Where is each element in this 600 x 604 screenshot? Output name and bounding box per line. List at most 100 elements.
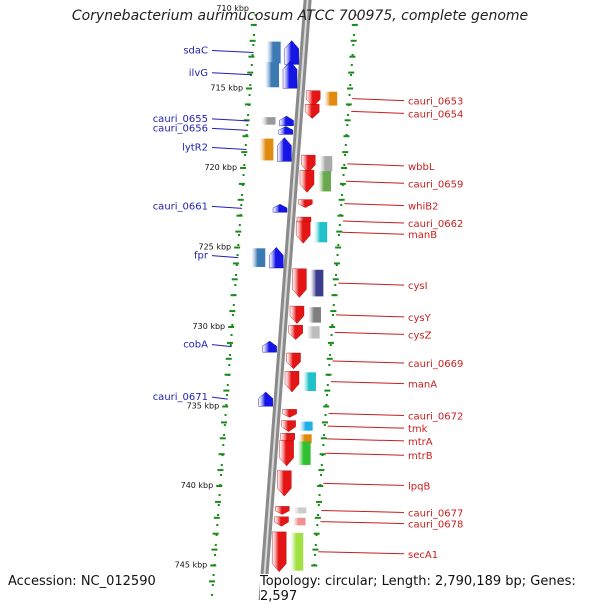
tick-mark-left [250, 40, 256, 42]
leader-line-tmk [328, 426, 404, 428]
gene-label-wbbL: wbbL [408, 162, 435, 173]
cog-box-secA1 [290, 533, 303, 571]
tick-dot-right [337, 244, 339, 246]
tick-mark-left [211, 549, 217, 551]
tick-dot-left [225, 414, 227, 416]
gene-arrow-cauri_0659 [300, 170, 314, 192]
cog-box-cauri_0655 [262, 117, 276, 125]
tick-mark-left [234, 247, 240, 249]
tick-dot-left [235, 274, 237, 276]
tick-mark-left [231, 294, 237, 296]
tick-dot-right [343, 164, 345, 166]
tick-mark-right [323, 406, 329, 408]
leader-line-lpqB [323, 483, 404, 485]
tick-mark-right [314, 533, 320, 535]
tick-mark-left [245, 103, 251, 105]
cog-box-mtrB [298, 441, 311, 464]
tick-dot-right [315, 544, 317, 546]
leader-line-cobA [212, 345, 232, 347]
gene-arrow-cauri_0672 [283, 409, 297, 417]
leader-line-wbbL [347, 164, 404, 166]
gene-label-cauri_0662: cauri_0662 [408, 219, 463, 230]
scale-label: 740 kbp [181, 481, 214, 490]
leader-line-lytR2 [212, 148, 246, 150]
tick-dot-left [245, 144, 247, 146]
tick-dot-right [331, 324, 333, 326]
tick-dot-left [229, 354, 231, 356]
gene-label-cysZ: cysZ [408, 330, 432, 341]
gene-label-manA: manA [408, 380, 437, 391]
gene-label-cauri_0678: cauri_0678 [408, 520, 463, 531]
tick-mark-right [336, 231, 342, 233]
tick-mark-right [320, 453, 326, 455]
tick-dot-left [238, 234, 240, 236]
tick-dot-left [251, 64, 253, 66]
cog-box-ilvG [265, 62, 279, 87]
tick-mark-left [248, 56, 254, 58]
tick-mark-left [242, 135, 248, 137]
tick-dot-left [232, 314, 234, 316]
leader-line-manB [342, 232, 404, 234]
gene-label-cysY: cysY [408, 313, 432, 324]
tick-mark-right [328, 342, 334, 344]
cog-box-cauri_0659 [318, 171, 331, 191]
tick-dot-left [223, 434, 225, 436]
tick-mark-right [330, 310, 336, 312]
gene-arrow-cauri_0677 [275, 506, 289, 514]
leader-line-whiB2 [344, 204, 404, 206]
tick-mark-right [351, 40, 357, 42]
gene-arrow-manB [296, 221, 310, 243]
tick-dot-right [320, 474, 322, 476]
tick-dot-right [345, 144, 347, 146]
tick-mark-left [228, 326, 234, 328]
tick-mark-right [334, 262, 340, 264]
gene-label-cauri_0654: cauri_0654 [408, 109, 463, 120]
tick-mark-right [340, 183, 346, 185]
gene-arrow-cauri_0671 [259, 392, 273, 406]
gene-label-mtrA: mtrA [408, 437, 433, 448]
cog-box-lytR2 [259, 139, 273, 161]
tick-dot-right [321, 464, 323, 466]
gene-label-cauri_0669: cauri_0669 [408, 359, 463, 370]
gene-track [251, 41, 337, 572]
gene-label-cysI: cysI [408, 281, 428, 292]
gene-arrow-tmk [282, 421, 296, 432]
tick-mark-right [341, 167, 347, 169]
gene-arrow-cysY [290, 306, 304, 324]
tick-mark-left [232, 278, 238, 280]
scale-labels: 710 kbp715 kbp720 kbp725 kbp730 kbp735 k… [175, 4, 249, 570]
gene-arrow-cauri_0678 [275, 517, 289, 527]
tick-mark-right [315, 517, 321, 519]
tick-dot-right [335, 274, 337, 276]
tick-mark-left [233, 262, 239, 264]
tick-dot-right [331, 334, 333, 336]
tick-dot-right [323, 434, 325, 436]
cog-box-fpr [251, 248, 265, 267]
tick-dot-right [338, 234, 340, 236]
tick-mark-left [225, 374, 231, 376]
leader-line-cauri_0659 [346, 181, 404, 183]
leader-line-cauri_0669 [333, 361, 404, 363]
leader-line-sdaC [212, 51, 254, 53]
tick-mark-right [318, 469, 324, 471]
tick-dot-right [339, 224, 341, 226]
tick-dot-right [325, 414, 327, 416]
tick-mark-right [335, 247, 341, 249]
gene-label-ilvG: ilvG [189, 68, 208, 79]
tick-mark-right [321, 437, 327, 439]
leader-line-cauri_0655 [212, 119, 249, 121]
gene-arrow-cauri_0669 [287, 353, 301, 369]
tick-mark-left [226, 358, 232, 360]
gene-arrow-manA [285, 371, 299, 392]
tick-dot-left [228, 364, 230, 366]
gene-arrow-cauri_0654 [305, 104, 319, 118]
cog-box-cysZ [307, 326, 320, 338]
scale-label: 720 kbp [204, 163, 237, 172]
tick-dot-right [330, 344, 332, 346]
tick-dot-right [314, 554, 316, 556]
gene-arrow-cysI [292, 269, 306, 298]
gene-arrow-wbbL [301, 155, 315, 173]
tick-dot-right [341, 194, 343, 196]
leader-line-cauri_0656 [212, 128, 248, 130]
